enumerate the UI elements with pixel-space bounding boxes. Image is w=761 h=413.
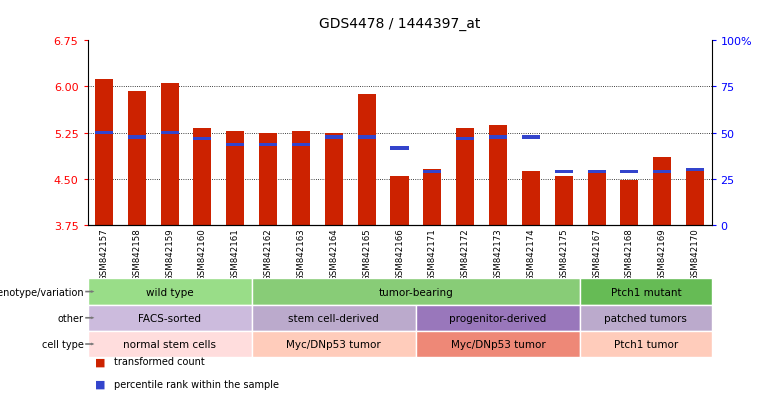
Bar <box>161 131 179 135</box>
Text: other: other <box>58 313 84 323</box>
Text: genotype/variation: genotype/variation <box>0 287 84 297</box>
Text: Myc/DNp53 tumor: Myc/DNp53 tumor <box>286 339 381 349</box>
Text: tumor-bearing: tumor-bearing <box>378 287 454 297</box>
Text: wild type: wild type <box>146 287 193 297</box>
Bar <box>620 170 638 173</box>
Bar <box>456 129 474 225</box>
Text: progenitor-derived: progenitor-derived <box>450 313 546 323</box>
Bar <box>259 144 277 147</box>
Bar <box>358 95 376 225</box>
Bar <box>555 170 573 173</box>
Bar <box>95 80 113 225</box>
Bar <box>390 147 409 150</box>
Bar <box>456 138 474 141</box>
Bar <box>423 170 441 173</box>
Text: cell type: cell type <box>42 339 84 349</box>
Bar <box>259 133 277 225</box>
Bar <box>128 136 146 139</box>
Bar <box>686 172 704 225</box>
Text: ■: ■ <box>95 379 106 389</box>
Bar <box>128 92 146 225</box>
Bar <box>358 136 376 139</box>
Bar <box>620 181 638 225</box>
Bar <box>686 168 704 172</box>
Text: transformed count: transformed count <box>114 356 205 366</box>
Text: normal stem cells: normal stem cells <box>123 339 216 349</box>
Bar <box>325 136 343 139</box>
Text: percentile rank within the sample: percentile rank within the sample <box>114 379 279 389</box>
Bar <box>587 170 606 173</box>
Bar <box>489 125 507 225</box>
Text: patched tumors: patched tumors <box>604 313 687 323</box>
Bar <box>522 136 540 139</box>
Bar <box>390 176 409 225</box>
Bar <box>653 158 671 225</box>
Bar <box>292 131 310 225</box>
Bar <box>423 170 441 225</box>
Bar <box>653 170 671 173</box>
Text: FACS-sorted: FACS-sorted <box>139 313 201 323</box>
Text: Ptch1 tumor: Ptch1 tumor <box>613 339 678 349</box>
Bar <box>226 131 244 225</box>
Bar <box>226 144 244 147</box>
Bar <box>95 131 113 135</box>
Bar <box>522 172 540 225</box>
Bar <box>587 172 606 225</box>
Text: ■: ■ <box>95 356 106 366</box>
Text: Myc/DNp53 tumor: Myc/DNp53 tumor <box>451 339 546 349</box>
Bar <box>325 133 343 225</box>
Bar <box>161 84 179 225</box>
Bar <box>292 144 310 147</box>
Bar <box>193 129 212 225</box>
Text: GDS4478 / 1444397_at: GDS4478 / 1444397_at <box>319 17 480 31</box>
Bar <box>489 136 507 139</box>
Text: Ptch1 mutant: Ptch1 mutant <box>610 287 681 297</box>
Text: stem cell-derived: stem cell-derived <box>288 313 379 323</box>
Bar <box>555 177 573 225</box>
Bar <box>193 138 212 141</box>
